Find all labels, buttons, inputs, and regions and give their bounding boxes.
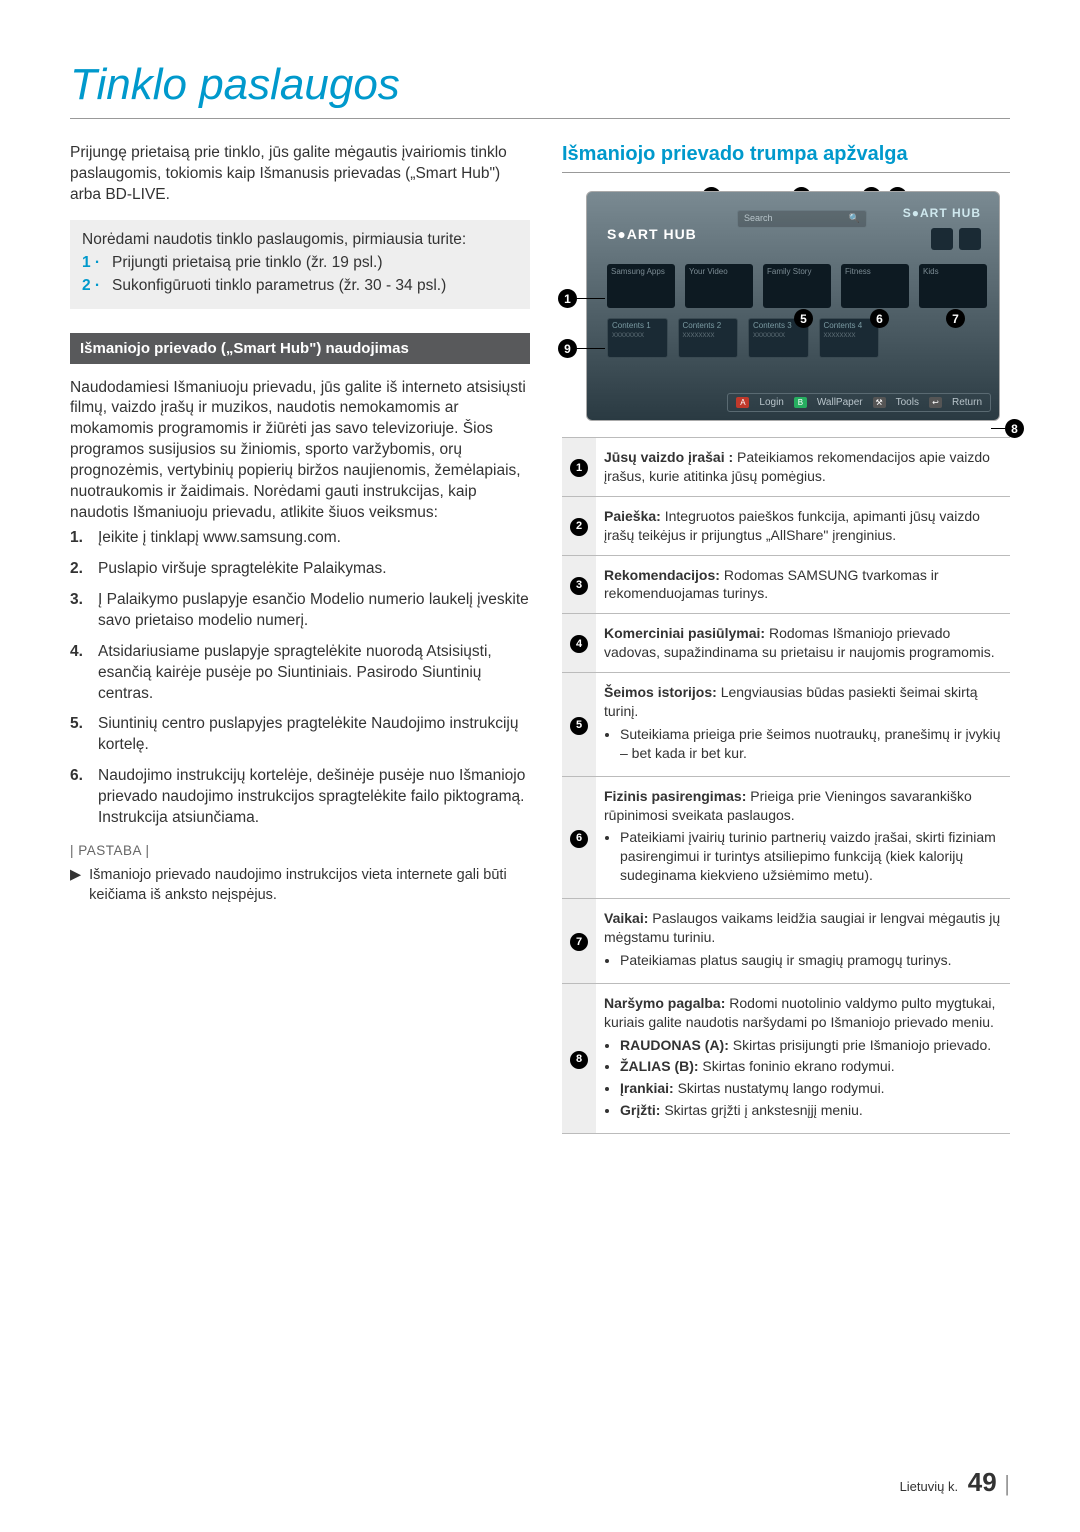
marker-6-icon: 6: [870, 309, 889, 328]
row-desc: Naršymo pagalba: Rodomi nuotolinio valdy…: [596, 983, 1010, 1133]
nav-help-bar: A Login B WallPaper ⚒ Tools ↩ Return: [727, 393, 991, 412]
note-item: ▶ Išmaniojo prievado naudojimo instrukci…: [70, 866, 530, 905]
table-row: 5 Šeimos istorijos: Lengviausias būdas pa…: [562, 673, 1010, 777]
label-wallpaper: WallPaper: [817, 397, 863, 408]
step-text: Naudojimo instrukcijų kortelėje, dešinėj…: [98, 766, 530, 829]
left-column: Prijungę prietaisą prie tinklo, jūs gali…: [70, 143, 530, 1134]
page-footer: Lietuvių k. 49 |: [900, 1467, 1010, 1498]
step-num: 3.: [70, 590, 98, 632]
row-desc: Fizinis pasirengimas: Prieiga prie Vieni…: [596, 776, 1010, 898]
row-desc: Šeimos istorijos: Lengviausias būdas pas…: [596, 673, 1010, 777]
card-samsung-apps[interactable]: Samsung Apps: [607, 264, 675, 308]
row-num-icon: 7: [570, 933, 588, 951]
table-row: 4 Komerciniai pasiūlymai: Rodomas Išmanio…: [562, 614, 1010, 673]
prereq-num-1: 1 ·: [82, 253, 112, 274]
steps-list: 1.Įeikite į tinklapį www.samsung.com. 2.…: [70, 528, 530, 829]
key-tools-icon: ⚒: [873, 397, 886, 408]
thumb-icon: [931, 228, 953, 250]
row-num-icon: 2: [570, 518, 588, 536]
step-num: 2.: [70, 559, 98, 580]
row-num-icon: 4: [570, 635, 588, 653]
page-title: Tinklo paslaugos: [70, 60, 1010, 119]
table-row: 7 Vaikai: Paslaugos vaikams leidžia saugi…: [562, 899, 1010, 984]
label-login: Login: [759, 397, 783, 408]
hub-logo: S●ART HUB: [607, 226, 697, 242]
key-b-icon: B: [794, 397, 807, 408]
right-heading: Išmaniojo prievado trumpa apžvalga: [562, 143, 1010, 173]
body-paragraph: Naudodamiesi Išmaniuoju prievadu, jūs ga…: [70, 378, 530, 524]
label-return: Return: [952, 397, 982, 408]
row-desc: Paieška: Integruotos paieškos funkcija, …: [596, 496, 1010, 555]
key-return-icon: ↩: [929, 397, 942, 408]
content-tile[interactable]: Contents 2xxxxxxxx: [678, 318, 739, 358]
row-num-icon: 5: [570, 717, 588, 735]
reference-table: 1 Jūsų vaizdo įrašai : Pateikiamos rekome…: [562, 437, 1010, 1134]
row-desc: Komerciniai pasiūlymai: Rodomas Išmanioj…: [596, 614, 1010, 673]
page-number: 49: [968, 1467, 997, 1497]
prereq-lead: Norėdami naudotis tinklo paslaugomis, pi…: [82, 230, 518, 251]
prerequisites-box: Norėdami naudotis tinklo paslaugomis, pi…: [70, 220, 530, 309]
step-text: Atsidariusiame puslapyje spragtelėkite n…: [98, 642, 530, 705]
smart-hub-screenshot: S●ART HUB S●ART HUB Search 🔍 Samsung App…: [586, 191, 1000, 421]
table-row: 3 Rekomendacijos: Rodomas SAMSUNG tvarkom…: [562, 555, 1010, 614]
prereq-num-2: 2 ·: [82, 276, 112, 297]
content-tile[interactable]: Contents 4xxxxxxxx: [819, 318, 880, 358]
prereq-text-2: Sukonfigūruoti tinklo parametrus (žr. 30…: [112, 276, 446, 297]
category-row: Samsung Apps Your Video Family Story Fit…: [607, 264, 987, 308]
hub-logo-small: S●ART HUB: [903, 206, 981, 220]
triangle-icon: ▶: [70, 866, 81, 905]
step-text: Siuntinių centro puslapyjes pragtelėkite…: [98, 714, 530, 756]
footer-lang: Lietuvių k.: [900, 1479, 959, 1494]
step-text: Puslapio viršuje spragtelėkite Palaikyma…: [98, 559, 530, 580]
row-num-icon: 6: [570, 830, 588, 848]
step-text: Į Palaikymo puslapyje esančio Modelio nu…: [98, 590, 530, 632]
step-num: 4.: [70, 642, 98, 705]
marker-1b-icon: 1: [558, 289, 577, 308]
table-row: 6 Fizinis pasirengimas: Prieiga prie Vien…: [562, 776, 1010, 898]
content-tile[interactable]: Contents 1xxxxxxxx: [607, 318, 668, 358]
table-row: 8 Naršymo pagalba: Rodomi nuotolinio vald…: [562, 983, 1010, 1133]
search-input[interactable]: Search 🔍: [737, 210, 867, 228]
content-row: Contents 1xxxxxxxx Contents 2xxxxxxxx Co…: [607, 318, 879, 358]
marker-7-icon: 7: [946, 309, 965, 328]
table-row: 1 Jūsų vaizdo įrašai : Pateikiamos rekome…: [562, 438, 1010, 497]
marker-8-icon: 8: [1005, 419, 1024, 438]
intro-text: Prijungę prietaisą prie tinklo, jūs gali…: [70, 143, 530, 206]
row-num-icon: 8: [570, 1051, 588, 1069]
step-text: Įeikite į tinklapį www.samsung.com.: [98, 528, 530, 549]
card-your-video[interactable]: Your Video: [685, 264, 753, 308]
note-label: | PASTABA |: [70, 843, 530, 858]
row-desc: Rekomendacijos: Rodomas SAMSUNG tvarkoma…: [596, 555, 1010, 614]
step-num: 5.: [70, 714, 98, 756]
footer-bar-icon: |: [1004, 1471, 1010, 1496]
card-kids[interactable]: Kids: [919, 264, 987, 308]
row-desc: Jūsų vaizdo įrašai : Pateikiamos rekomen…: [596, 438, 1010, 497]
section-heading: Išmaniojo prievado („Smart Hub") naudoji…: [70, 333, 530, 364]
row-num-icon: 1: [570, 459, 588, 477]
key-a-icon: A: [736, 397, 749, 408]
label-tools: Tools: [896, 397, 919, 408]
marker-5-icon: 5: [794, 309, 813, 328]
table-row: 2 Paieška: Integruotos paieškos funkcija,…: [562, 496, 1010, 555]
card-family-story[interactable]: Family Story: [763, 264, 831, 308]
prereq-text-1: Prijungti prietaisą prie tinklo (žr. 19 …: [112, 253, 383, 274]
step-num: 1.: [70, 528, 98, 549]
row-desc: Vaikai: Paslaugos vaikams leidžia saugia…: [596, 899, 1010, 984]
row-num-icon: 3: [570, 577, 588, 595]
right-column: Išmaniojo prievado trumpa apžvalga 1 2 3…: [562, 143, 1010, 1134]
thumb-icon: [959, 228, 981, 250]
card-fitness[interactable]: Fitness: [841, 264, 909, 308]
note-text: Išmaniojo prievado naudojimo instrukcijo…: [89, 866, 530, 905]
step-num: 6.: [70, 766, 98, 829]
marker-9-icon: 9: [558, 339, 577, 358]
